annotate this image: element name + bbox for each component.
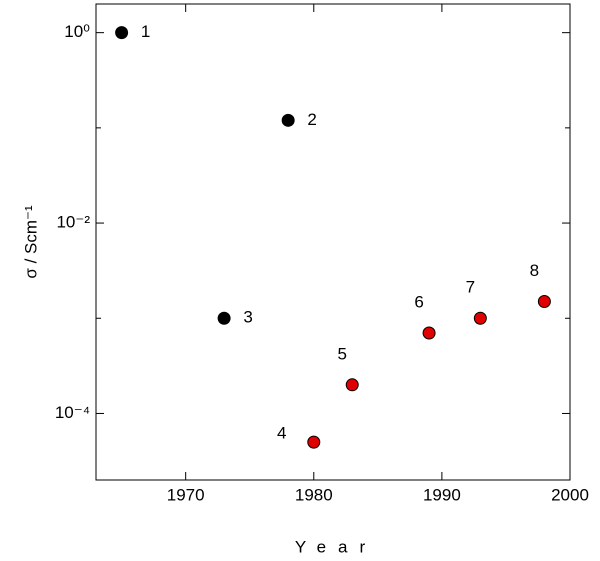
data-point bbox=[345, 378, 359, 392]
y-axis-label: σ / Scm⁻¹ bbox=[21, 205, 40, 279]
y-tick-label: 10⁻² bbox=[56, 213, 90, 232]
point-label: 3 bbox=[243, 308, 252, 327]
point-label: 4 bbox=[277, 424, 286, 443]
data-point bbox=[307, 435, 321, 449]
x-tick-label: 1990 bbox=[423, 485, 461, 504]
data-point bbox=[473, 311, 487, 325]
x-tick-label: 1980 bbox=[295, 485, 333, 504]
x-axis-label: Year bbox=[295, 537, 377, 556]
data-point bbox=[115, 26, 129, 40]
point-label: 8 bbox=[530, 261, 539, 280]
plot-frame bbox=[95, 3, 571, 481]
data-point bbox=[217, 311, 231, 325]
data-point bbox=[422, 326, 436, 340]
x-tick-label: 2000 bbox=[551, 485, 589, 504]
point-label: 6 bbox=[414, 292, 423, 311]
x-tick-label: 1970 bbox=[167, 485, 205, 504]
data-point bbox=[281, 113, 295, 127]
y-tick-label: 10⁰ bbox=[64, 22, 90, 41]
point-label: 5 bbox=[337, 344, 346, 363]
data-point bbox=[537, 294, 551, 308]
point-label: 2 bbox=[307, 110, 316, 129]
y-tick-label: 10⁻⁴ bbox=[55, 403, 90, 422]
point-label: 7 bbox=[466, 278, 475, 297]
point-label: 1 bbox=[141, 22, 150, 41]
